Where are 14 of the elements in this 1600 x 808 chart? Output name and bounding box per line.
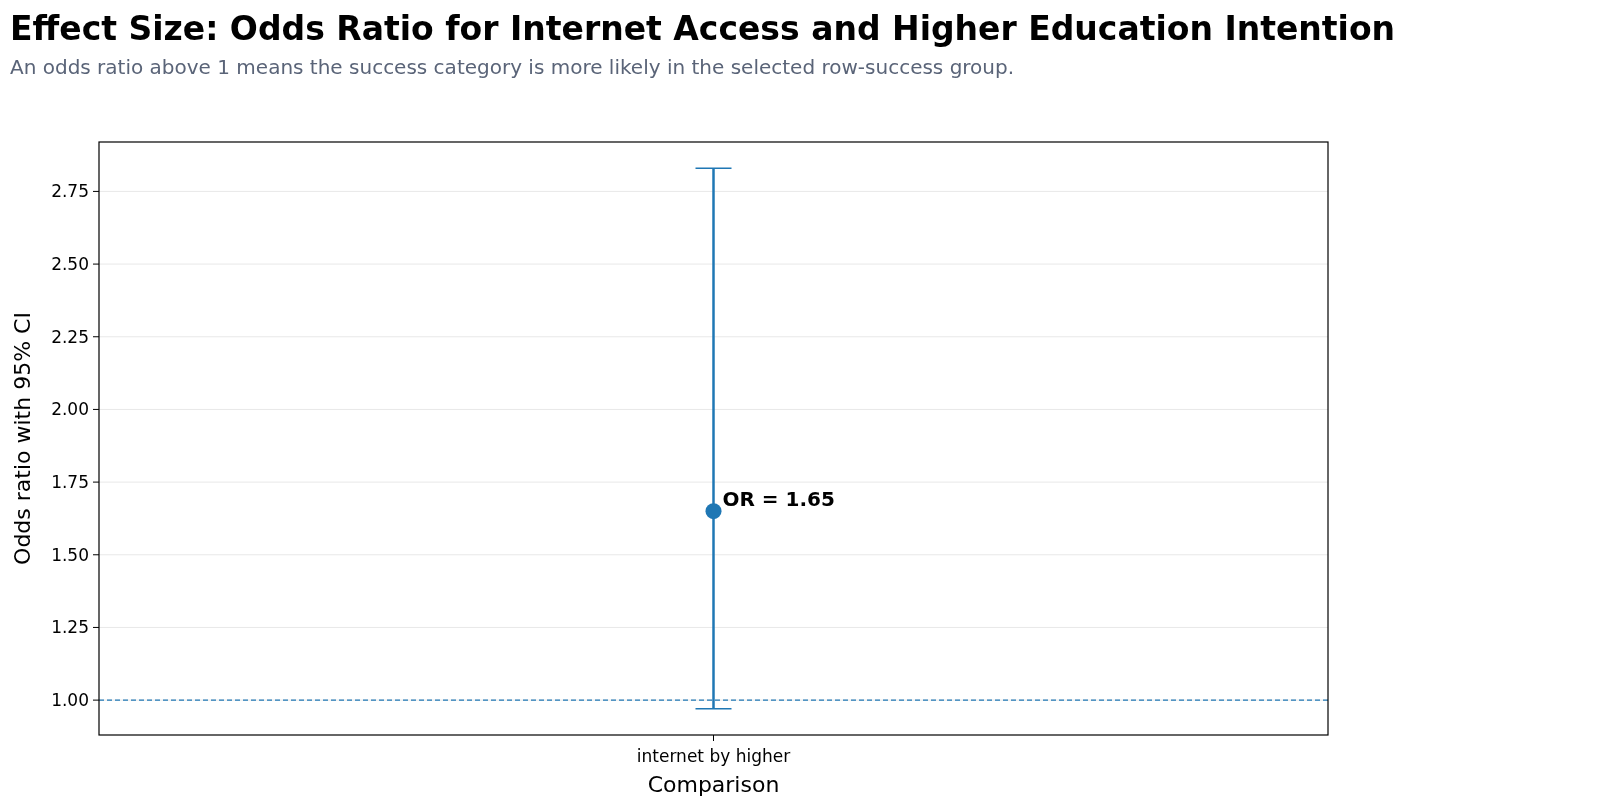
annotation: OR = 1.65 [722,487,835,512]
y-tick-label: 2.00 [51,399,89,420]
y-tick-label: 2.50 [51,254,89,275]
y-tick-label: 1.75 [51,472,89,493]
y-tick-label: 2.25 [51,326,89,347]
y-tick-label: 2.75 [51,181,89,202]
chart-subtitle: An odds ratio above 1 means the success category is more likely in the selected row-success group. [10,55,1015,79]
x-axis-title: Comparison [647,772,780,797]
chart-title: Effect Size: Odds Ratio for Internet Access and Higher Education Intention [10,9,1396,48]
y-tick-label: 1.00 [51,690,89,711]
y-tick-label: 1.50 [51,544,89,565]
x-tick-label: internet by higher [636,746,791,766]
y-axis-title: Odds ratio with 95% CI [10,312,35,565]
y-tick-label: 1.25 [51,617,89,638]
